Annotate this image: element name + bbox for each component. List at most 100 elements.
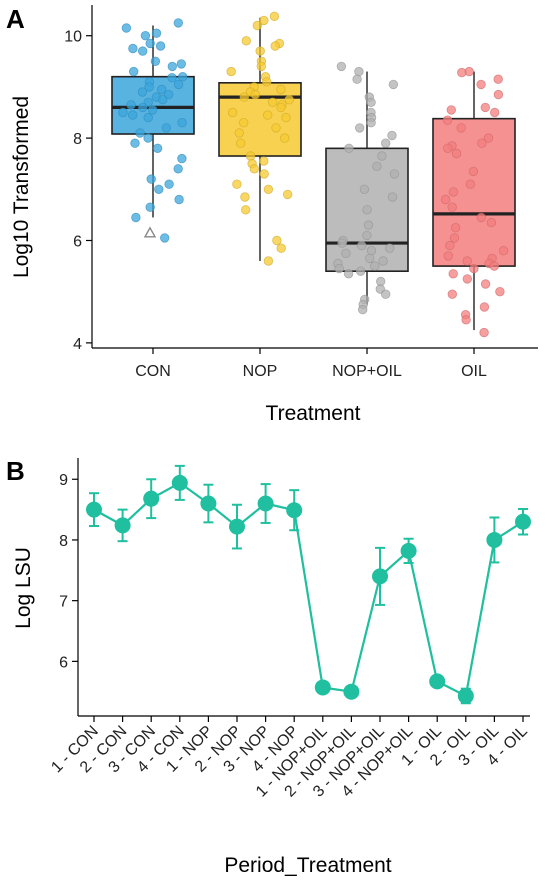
y-tick-label: 7 <box>59 594 68 611</box>
data-point <box>171 474 188 491</box>
data-point <box>366 245 377 256</box>
data-point <box>143 490 160 507</box>
data-point <box>269 11 280 21</box>
data-point <box>250 89 261 100</box>
data-point <box>377 151 387 161</box>
data-point <box>235 138 246 148</box>
data-point <box>240 205 251 215</box>
data-point <box>370 261 380 271</box>
point-3 <box>143 478 160 520</box>
data-point <box>440 194 451 205</box>
data-point <box>462 256 472 266</box>
data-point <box>252 20 262 31</box>
data-point <box>240 192 250 202</box>
data-point <box>372 161 382 172</box>
data-point <box>381 138 391 148</box>
data-point <box>457 67 467 78</box>
data-point <box>145 38 155 49</box>
x-tick-label: OIL <box>461 363 487 380</box>
point-6 <box>229 503 245 550</box>
data-point <box>469 263 479 274</box>
data-point <box>164 179 174 189</box>
data-point <box>272 235 282 246</box>
data-point <box>137 46 148 56</box>
data-point <box>465 179 476 189</box>
point-16 <box>515 507 531 536</box>
data-point <box>137 87 148 97</box>
point-11 <box>372 546 388 606</box>
points-nop <box>226 11 294 266</box>
data-point <box>314 679 331 696</box>
y-tick-label: 8 <box>59 533 68 550</box>
data-point <box>387 130 397 141</box>
data-point <box>86 501 102 518</box>
panel-a-letter: A <box>6 4 25 34</box>
data-point <box>449 233 460 243</box>
point-12 <box>400 537 417 565</box>
data-point <box>128 66 139 77</box>
data-point <box>276 243 286 253</box>
data-point <box>476 212 487 223</box>
data-point <box>476 79 486 90</box>
data-point <box>174 194 184 205</box>
data-point <box>140 31 151 41</box>
data-point <box>150 56 161 67</box>
data-point <box>138 102 148 113</box>
data-point <box>480 102 491 113</box>
point-13 <box>429 673 446 690</box>
data-point <box>130 138 140 148</box>
data-point <box>284 94 294 105</box>
point-5 <box>200 483 217 524</box>
outlier-marker <box>143 226 157 238</box>
data-point <box>263 110 273 120</box>
data-point <box>493 74 503 84</box>
data-point <box>135 128 145 138</box>
data-point <box>177 153 187 164</box>
x-tick-label: NOP <box>243 363 278 380</box>
data-point <box>451 148 462 159</box>
data-point <box>457 687 474 704</box>
data-point <box>495 287 505 297</box>
data-point <box>144 82 154 92</box>
data-point <box>151 28 162 38</box>
data-point <box>493 89 504 100</box>
data-point <box>146 174 156 184</box>
data-point <box>489 261 500 271</box>
data-point <box>156 84 167 95</box>
point-7 <box>257 483 274 524</box>
data-point <box>341 248 351 259</box>
data-point <box>477 138 487 148</box>
y-tick-label: 9 <box>59 472 68 489</box>
data-point <box>358 304 368 315</box>
data-point <box>443 251 454 261</box>
data-point <box>232 179 242 189</box>
data-point <box>127 110 138 120</box>
data-point <box>163 89 174 100</box>
panel-a-marks <box>111 11 516 338</box>
data-point <box>227 107 238 118</box>
data-point <box>372 568 388 585</box>
data-point <box>154 184 164 195</box>
point-2 <box>114 508 131 543</box>
data-point <box>387 192 398 202</box>
data-point <box>483 133 494 143</box>
data-point <box>486 217 497 228</box>
data-point <box>442 115 453 125</box>
data-point <box>121 23 132 33</box>
data-point <box>445 240 455 251</box>
data-point <box>259 156 269 166</box>
data-point <box>515 513 531 530</box>
data-point <box>226 66 236 77</box>
data-point <box>352 74 362 84</box>
data-point <box>357 240 367 251</box>
box-iqr <box>432 117 516 267</box>
data-point <box>271 123 281 133</box>
data-point <box>143 133 153 143</box>
data-point <box>366 117 376 128</box>
point-4 <box>171 464 188 501</box>
data-point <box>498 245 509 256</box>
data-point <box>355 266 366 276</box>
data-point <box>241 36 252 46</box>
data-point <box>447 289 458 299</box>
data-point <box>126 100 136 110</box>
